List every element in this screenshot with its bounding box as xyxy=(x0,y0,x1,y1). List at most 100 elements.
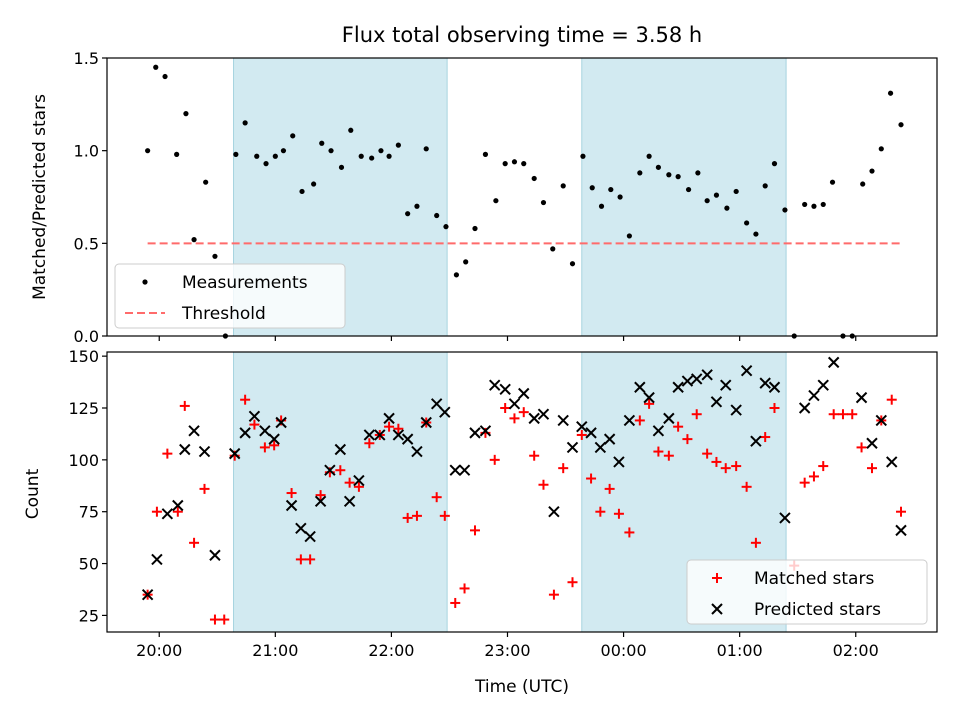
data-point xyxy=(869,168,875,174)
y-tick-label: 50 xyxy=(79,555,99,574)
data-point xyxy=(242,120,248,126)
data-point xyxy=(771,161,778,167)
data-point xyxy=(768,381,781,393)
data-point xyxy=(374,429,386,441)
legend-label: Predicted stars xyxy=(754,600,881,620)
data-point xyxy=(315,490,326,501)
data-point xyxy=(328,148,334,154)
data-point xyxy=(285,499,298,512)
data-point xyxy=(203,179,209,185)
x-tick-label: 23:00 xyxy=(484,641,530,660)
data-point xyxy=(434,212,440,219)
data-point xyxy=(509,413,520,424)
data-point xyxy=(414,203,420,209)
data-point xyxy=(189,537,200,548)
x-tick-label: 21:00 xyxy=(252,641,298,660)
data-point xyxy=(750,537,761,548)
data-point xyxy=(493,198,499,204)
data-point xyxy=(304,530,316,543)
data-point xyxy=(598,203,605,209)
data-point xyxy=(228,447,241,460)
data-point xyxy=(269,440,280,451)
data-point xyxy=(646,153,652,159)
data-point xyxy=(663,412,675,425)
data-point xyxy=(652,425,665,437)
legend-marker-swatch xyxy=(712,573,722,583)
data-point xyxy=(637,170,643,176)
data-point xyxy=(259,425,271,437)
data-point xyxy=(585,427,597,439)
data-point xyxy=(469,525,480,536)
y-tick-label: 25 xyxy=(79,606,99,625)
data-point xyxy=(898,122,904,128)
data-point xyxy=(162,448,173,459)
data-point xyxy=(528,412,540,425)
data-point xyxy=(595,506,606,517)
data-point xyxy=(681,375,694,387)
data-point xyxy=(463,259,469,265)
data-point xyxy=(548,589,559,600)
data-point xyxy=(782,207,788,213)
data-point xyxy=(626,233,632,239)
data-point xyxy=(153,64,159,70)
data-point xyxy=(172,499,184,512)
data-point xyxy=(576,420,588,433)
y-axis-label-count: Count xyxy=(23,468,43,519)
data-point xyxy=(740,364,753,377)
data-point xyxy=(828,409,839,420)
data-point xyxy=(769,403,780,413)
y-axis-label-ratio: Matched/Predicted stars xyxy=(30,94,50,300)
data-point xyxy=(896,506,907,517)
data-point xyxy=(392,429,405,441)
data-point xyxy=(557,414,569,427)
data-point xyxy=(145,148,151,154)
data-point xyxy=(529,450,540,461)
data-point xyxy=(713,192,720,198)
data-point xyxy=(811,203,817,209)
data-point xyxy=(558,463,569,474)
data-point xyxy=(191,237,197,243)
data-point xyxy=(343,495,356,508)
ratio-panel: 0.0 0.5 1.0 1.5 Measurements Threshold xyxy=(74,49,938,346)
data-point xyxy=(586,473,597,484)
data-point xyxy=(701,369,713,381)
y-tick-label: 125 xyxy=(68,399,99,418)
data-point xyxy=(500,403,511,413)
data-point xyxy=(364,438,375,449)
chart-title: Flux total observing time = 3.58 h xyxy=(342,23,702,47)
x-tick-label: 00:00 xyxy=(601,641,647,660)
axes-frame xyxy=(106,351,938,633)
data-point xyxy=(827,356,840,369)
data-point xyxy=(449,464,461,476)
data-point xyxy=(663,450,674,461)
data-point xyxy=(802,201,808,208)
data-point xyxy=(730,404,742,416)
data-point xyxy=(603,433,616,445)
data-point xyxy=(395,142,401,148)
data-point xyxy=(263,161,269,167)
x-tick-label: 01:00 xyxy=(717,641,763,660)
data-point xyxy=(353,481,364,492)
data-point xyxy=(594,441,607,454)
data-point xyxy=(829,179,836,185)
data-point xyxy=(682,434,693,445)
data-point xyxy=(363,429,376,441)
data-point xyxy=(886,456,898,468)
data-point xyxy=(560,183,566,189)
data-point xyxy=(779,512,791,524)
data-point xyxy=(305,554,316,565)
data-point xyxy=(837,409,848,420)
data-point xyxy=(431,492,442,503)
data-point xyxy=(702,448,713,459)
data-point xyxy=(531,175,537,182)
legend-label: Matched stars xyxy=(754,569,874,589)
data-point xyxy=(443,224,449,230)
data-point xyxy=(741,481,752,492)
data-point xyxy=(405,211,411,217)
data-point xyxy=(623,414,636,427)
x-tick-label: 20:00 xyxy=(136,641,182,660)
data-point xyxy=(673,421,684,432)
data-point xyxy=(624,527,635,538)
data-point xyxy=(886,394,897,405)
data-point xyxy=(720,379,732,391)
